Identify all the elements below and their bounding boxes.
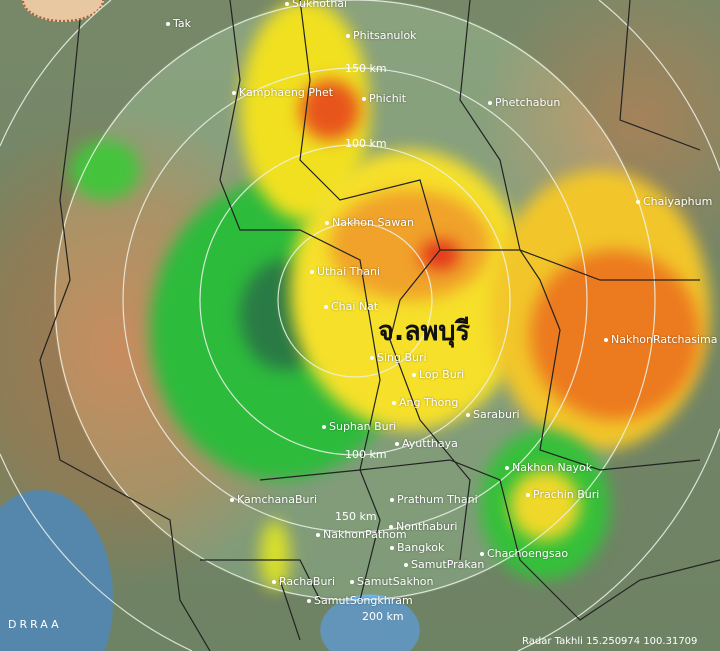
city-label: RachaBuri — [272, 575, 335, 588]
city-label: NakhonRatchasima — [604, 333, 717, 346]
rain-echo — [70, 140, 140, 200]
ring-label: 100 km — [345, 448, 387, 461]
city-label: Ayutthaya — [395, 437, 458, 450]
city-label: Chai Nat — [324, 300, 378, 313]
city-label: Lop Buri — [412, 368, 464, 381]
ring-label: 150 km — [345, 62, 387, 75]
city-label: Nakhon Sawan — [325, 216, 414, 229]
city-label: Ang Thong — [392, 396, 458, 409]
city-label: SamutSongkhram — [307, 594, 413, 607]
city-label: Saraburi — [466, 408, 520, 421]
city-label: SamutSakhon — [350, 575, 434, 588]
city-label: Prachin Buri — [526, 488, 599, 501]
city-label: Kamphaeng Phet — [232, 86, 333, 99]
rain-echo — [510, 470, 580, 540]
city-label: Chachoengsao — [480, 547, 568, 560]
city-label: NakhonPathom — [316, 528, 407, 541]
city-label: Bangkok — [390, 541, 444, 554]
city-label: Tak — [166, 17, 191, 30]
city-label: Sing Buri — [370, 351, 427, 364]
city-label: Prathum Thani — [390, 493, 478, 506]
city-label: Uthai Thani — [310, 265, 380, 278]
city-label: KamchanaBuri — [230, 493, 317, 506]
rain-echo — [330, 190, 490, 300]
city-label: Nakhon Nayok — [505, 461, 592, 474]
city-label: SamutPrakan — [404, 558, 484, 571]
ring-label: 150 km — [335, 510, 377, 523]
rain-echo — [420, 240, 460, 270]
city-label: Phichit — [362, 92, 406, 105]
city-label: Phetchabun — [488, 96, 560, 109]
city-label: Phitsanulok — [346, 29, 417, 42]
ring-label: 100 km — [345, 137, 387, 150]
city-label: Sukhothai — [285, 0, 347, 10]
city-label: Suphan Buri — [322, 420, 396, 433]
city-label: Chaiyaphum — [636, 195, 712, 208]
ring-label: 200 km — [362, 610, 404, 623]
radar-caption: Radar Takhli 15.250974 100.31709 — [522, 636, 698, 647]
watermark: DRRAA — [8, 618, 62, 631]
city-label: Nonthaburi — [389, 520, 458, 533]
province-label: จ.ลพบุรี — [378, 316, 471, 347]
